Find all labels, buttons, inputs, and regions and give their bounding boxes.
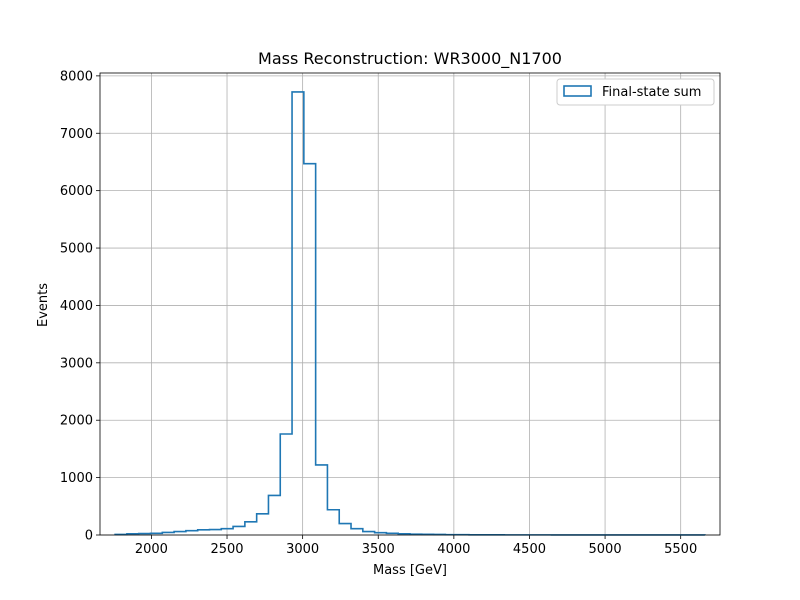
y-axis-label: Events <box>36 283 51 327</box>
x-tick-label: 4000 <box>437 542 470 557</box>
y-tick-label: 7000 <box>60 127 93 142</box>
y-tick-label: 3000 <box>60 356 93 371</box>
chart-title: Mass Reconstruction: WR3000_N1700 <box>258 49 562 69</box>
legend-swatch <box>563 85 592 97</box>
y-tick-label: 5000 <box>60 242 93 257</box>
x-tick-label: 5500 <box>664 542 697 557</box>
x-axis-label: Mass [GeV] <box>373 563 447 578</box>
legend-frame <box>556 78 715 106</box>
x-tick-label: 2000 <box>135 542 168 557</box>
y-tick-label: 6000 <box>60 184 93 199</box>
y-tick-label: 4000 <box>60 299 93 314</box>
y-tick-label: 1000 <box>60 471 93 486</box>
y-tick-label: 2000 <box>60 414 93 429</box>
histogram-step-line <box>114 91 706 536</box>
x-tick-label: 5000 <box>589 542 622 557</box>
x-tick-label: 4500 <box>513 542 546 557</box>
axes-frame <box>99 72 721 536</box>
x-tick-label: 2500 <box>210 542 243 557</box>
plot-area: 2000 2500 3000 3500 4000 4500 5000 5500 0 1000 200… <box>60 69 721 557</box>
y-tick-label: 8000 <box>60 69 93 84</box>
x-tick-label: 3000 <box>286 542 319 557</box>
legend-entry-label: Final-state sum <box>602 85 701 100</box>
legend: Final-state sum <box>556 78 715 106</box>
x-tick-label: 3500 <box>362 542 395 557</box>
y-tick-label: 0 <box>85 529 93 544</box>
